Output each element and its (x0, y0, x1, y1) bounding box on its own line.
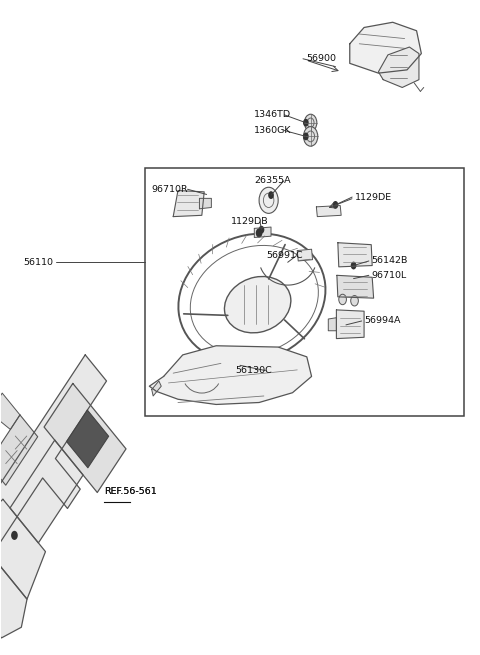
Text: 56994A: 56994A (364, 316, 401, 326)
Text: 56130C: 56130C (235, 366, 272, 375)
Text: 56142B: 56142B (371, 257, 408, 265)
Polygon shape (378, 47, 419, 88)
Circle shape (333, 201, 338, 209)
Circle shape (304, 114, 317, 131)
Polygon shape (350, 22, 421, 73)
Text: 1129DE: 1129DE (355, 193, 392, 202)
Circle shape (339, 294, 347, 305)
Polygon shape (338, 243, 372, 267)
Polygon shape (152, 381, 161, 396)
Bar (144, 168, 464, 415)
Polygon shape (0, 393, 20, 430)
Polygon shape (44, 383, 126, 493)
Polygon shape (316, 206, 341, 217)
Polygon shape (0, 422, 1, 458)
Circle shape (268, 191, 274, 199)
Polygon shape (0, 355, 107, 555)
Text: 26355A: 26355A (254, 176, 291, 185)
Circle shape (303, 119, 309, 126)
Circle shape (259, 226, 264, 234)
Text: 1129DB: 1129DB (230, 217, 268, 227)
Polygon shape (149, 346, 312, 404)
Polygon shape (297, 250, 312, 261)
Polygon shape (199, 198, 211, 209)
Polygon shape (254, 227, 271, 238)
Ellipse shape (225, 276, 291, 333)
Circle shape (303, 132, 309, 140)
Text: 56110: 56110 (23, 258, 53, 267)
Circle shape (11, 531, 18, 540)
Polygon shape (0, 415, 38, 485)
Circle shape (256, 229, 263, 238)
Polygon shape (67, 410, 108, 468)
Circle shape (303, 126, 318, 146)
Text: 56900: 56900 (306, 54, 336, 64)
Polygon shape (173, 191, 204, 217)
Text: 1360GK: 1360GK (254, 126, 292, 135)
Text: 1346TD: 1346TD (254, 111, 291, 119)
Text: REF.56-561: REF.56-561 (104, 487, 157, 496)
Circle shape (351, 295, 359, 306)
Text: REF.56-561: REF.56-561 (104, 487, 157, 496)
Text: 96710L: 96710L (371, 271, 407, 280)
Polygon shape (336, 310, 364, 339)
Polygon shape (0, 499, 46, 599)
Ellipse shape (259, 187, 278, 214)
Polygon shape (337, 275, 373, 298)
Text: 56991C: 56991C (266, 252, 303, 260)
Text: 96710R: 96710R (152, 185, 188, 194)
Circle shape (351, 261, 357, 269)
Polygon shape (0, 529, 27, 638)
Polygon shape (328, 318, 336, 331)
Polygon shape (10, 440, 83, 543)
